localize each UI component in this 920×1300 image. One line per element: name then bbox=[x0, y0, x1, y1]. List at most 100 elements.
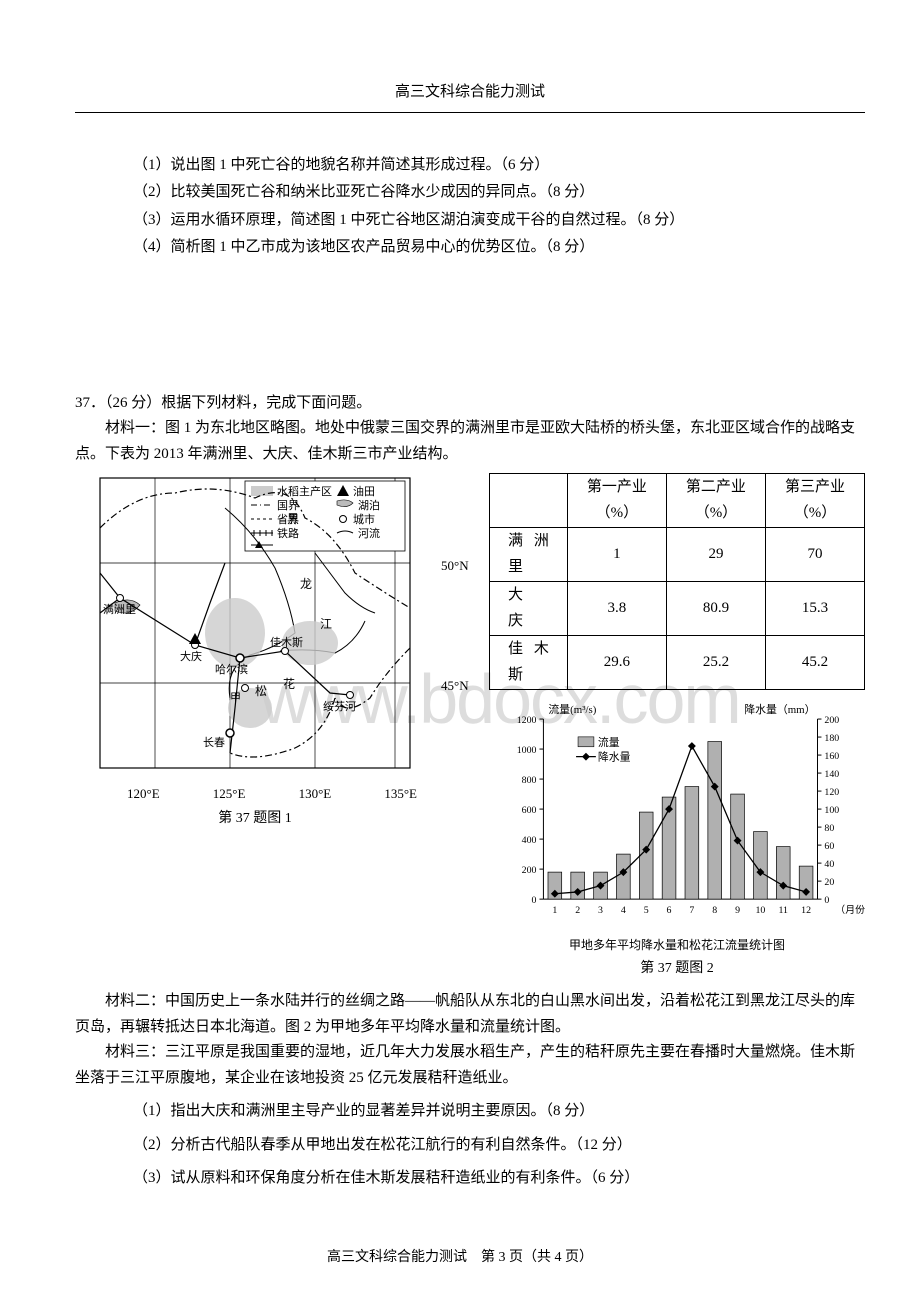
svg-text:2: 2 bbox=[575, 905, 580, 916]
svg-text:降水量: 降水量 bbox=[598, 750, 631, 764]
svg-text:7: 7 bbox=[689, 905, 694, 916]
svg-text:流量: 流量 bbox=[598, 735, 620, 749]
cell: 45.2 bbox=[765, 636, 864, 690]
svg-text:1200: 1200 bbox=[517, 715, 537, 726]
city-harbin: 哈尔滨 bbox=[215, 662, 248, 676]
river-long: 龙 bbox=[300, 577, 312, 591]
cell: 3.8 bbox=[567, 582, 666, 636]
lat-45: 45°N bbox=[441, 675, 469, 697]
svg-text:流量(m³/s): 流量(m³/s) bbox=[548, 702, 596, 716]
table-row: 大 庆 3.8 80.9 15.3 bbox=[490, 582, 865, 636]
q37-sub2: （2）分析古代船队春季从甲地出发在松花江航行的有利自然条件。（12 分） bbox=[75, 1133, 865, 1159]
th-secondary: 第二产业（%） bbox=[666, 474, 765, 528]
cell-city: 满洲里 bbox=[490, 528, 568, 582]
svg-text:40: 40 bbox=[824, 859, 834, 870]
svg-text:200: 200 bbox=[824, 715, 839, 726]
city-jiamusi: 佳木斯 bbox=[270, 635, 303, 649]
q37-material1: 材料一：图 1 为东北地区略图。地处中俄蒙三国交界的满洲里市是亚欧大陆桥的桥头堡… bbox=[75, 416, 865, 467]
q37-sub3: （3）试从原料和环保角度分析在佳木斯发展秸秆造纸业的有利条件。（6 分） bbox=[75, 1166, 865, 1192]
climate-chart: 流量(m³/s)降水量（mm）0200400600800100012000204… bbox=[489, 700, 865, 935]
table-row: 满洲里 1 29 70 bbox=[490, 528, 865, 582]
svg-text:降水量（mm）: 降水量（mm） bbox=[744, 702, 815, 716]
svg-text:3: 3 bbox=[598, 905, 603, 916]
legend-border: 国界 bbox=[277, 499, 299, 512]
svg-text:1: 1 bbox=[552, 905, 557, 916]
legend-river: 河流 bbox=[358, 526, 380, 540]
chart-caption: 第 37 题图 2 bbox=[489, 957, 865, 981]
cell: 80.9 bbox=[666, 582, 765, 636]
svg-text:（月份）: （月份） bbox=[835, 904, 865, 916]
svg-text:60: 60 bbox=[824, 841, 834, 852]
river-hei: 黑 bbox=[287, 512, 299, 526]
svg-text:1000: 1000 bbox=[517, 745, 537, 756]
svg-text:4: 4 bbox=[621, 905, 626, 916]
city-suifenhe: 绥芬河 bbox=[323, 700, 356, 713]
city-daqing: 大庆 bbox=[180, 649, 202, 663]
th-tertiary: 第三产业（%） bbox=[765, 474, 864, 528]
svg-text:20: 20 bbox=[824, 877, 834, 888]
table-row: 佳木斯 29.6 25.2 45.2 bbox=[490, 636, 865, 690]
svg-text:0: 0 bbox=[532, 895, 537, 906]
legend-lake: 湖泊 bbox=[358, 499, 380, 512]
legend-rail: 铁路 bbox=[277, 527, 299, 540]
q36-sub3: （3）运用水循环原理，简述图 1 中死亡谷地区湖泊演变成干谷的自然过程。（8 分… bbox=[75, 208, 865, 234]
chart-subtitle: 甲地多年平均降水量和松花江流量统计图 bbox=[489, 935, 865, 955]
q36-sub4: （4）简析图 1 中乙市成为该地区农产品贸易中心的优势区位。（8 分） bbox=[75, 235, 865, 261]
table-header-row: 第一产业（%） 第二产业（%） 第三产业（%） bbox=[490, 474, 865, 528]
q37-sub1: （1）指出大庆和满洲里主导产业的显著差异并说明主要原因。（8 分） bbox=[75, 1099, 865, 1125]
svg-text:10: 10 bbox=[755, 905, 765, 916]
svg-text:120: 120 bbox=[824, 787, 839, 798]
lon-130: 130°E bbox=[299, 783, 332, 805]
svg-text:8: 8 bbox=[712, 905, 717, 916]
cell: 1 bbox=[567, 528, 666, 582]
cell-city: 大 庆 bbox=[490, 582, 568, 636]
svg-text:12: 12 bbox=[801, 905, 811, 916]
q36-sub1: （1）说出图 1 中死亡谷的地貌名称并简述其形成过程。（6 分） bbox=[75, 153, 865, 179]
svg-text:0: 0 bbox=[824, 895, 829, 906]
svg-text:800: 800 bbox=[522, 775, 537, 786]
legend-rice: 水稻主产区 bbox=[277, 484, 332, 498]
svg-text:6: 6 bbox=[667, 905, 672, 916]
city-manzhouli: 满洲里 bbox=[103, 603, 136, 616]
city-changchun: 长春 bbox=[203, 736, 225, 749]
cell: 25.2 bbox=[666, 636, 765, 690]
th-blank bbox=[490, 474, 568, 528]
svg-text:600: 600 bbox=[522, 805, 537, 816]
lat-50: 50°N bbox=[441, 555, 469, 577]
city-jia: 甲 bbox=[230, 692, 241, 704]
q36-sub2: （2）比较美国死亡谷和纳米比亚死亡谷降水少成因的异同点。（8 分） bbox=[75, 180, 865, 206]
cell: 29.6 bbox=[567, 636, 666, 690]
page-header: 高三文科综合能力测试 bbox=[75, 80, 865, 113]
map-figure: 水稻主产区 油田 国界 湖泊 省界 bbox=[75, 473, 435, 783]
svg-text:180: 180 bbox=[824, 733, 839, 744]
industry-table: 第一产业（%） 第二产业（%） 第三产业（%） 满洲里 1 29 70 大 庆 … bbox=[489, 473, 865, 690]
river-jiang: 江 bbox=[320, 617, 332, 631]
cell-city: 佳木斯 bbox=[490, 636, 568, 690]
river-hua: 花 bbox=[283, 676, 295, 691]
q37-heading: 37．（26 分）根据下列材料，完成下面问题。 bbox=[75, 391, 865, 417]
svg-text:200: 200 bbox=[522, 865, 537, 876]
th-primary: 第一产业（%） bbox=[567, 474, 666, 528]
lon-120: 120°E bbox=[127, 783, 160, 805]
map-caption: 第 37 题图 1 bbox=[75, 807, 435, 831]
svg-text:140: 140 bbox=[824, 769, 839, 780]
svg-text:400: 400 bbox=[522, 835, 537, 846]
page-footer: 高三文科综合能力测试 第 3 页（共 4 页） bbox=[0, 1246, 920, 1270]
svg-text:9: 9 bbox=[735, 905, 740, 916]
lon-135: 135°E bbox=[384, 783, 417, 805]
cell: 15.3 bbox=[765, 582, 864, 636]
cell: 70 bbox=[765, 528, 864, 582]
figures-row: 水稻主产区 油田 国界 湖泊 省界 bbox=[75, 473, 865, 981]
svg-text:11: 11 bbox=[778, 905, 788, 916]
river-song: 松 bbox=[255, 684, 267, 698]
svg-text:160: 160 bbox=[824, 751, 839, 762]
svg-text:5: 5 bbox=[644, 905, 649, 916]
svg-text:80: 80 bbox=[824, 823, 834, 834]
legend-oil: 油田 bbox=[353, 484, 375, 498]
q37-material3: 材料三：三江平原是我国重要的湿地，近几年大力发展水稻生产，产生的秸秆原先主要在春… bbox=[75, 1040, 865, 1091]
svg-text:100: 100 bbox=[824, 805, 839, 816]
cell: 29 bbox=[666, 528, 765, 582]
lon-125: 125°E bbox=[213, 783, 246, 805]
q37-material2: 材料二：中国历史上一条水陆并行的丝绸之路——帆船队从东北的白山黑水间出发，沿着松… bbox=[75, 989, 865, 1040]
legend-city: 城市 bbox=[353, 512, 375, 526]
